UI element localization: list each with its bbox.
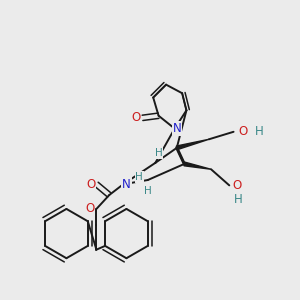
Text: O: O bbox=[86, 178, 96, 191]
Text: O: O bbox=[85, 202, 94, 215]
Text: N: N bbox=[122, 178, 131, 191]
Text: O: O bbox=[131, 111, 141, 124]
Text: H: H bbox=[135, 172, 143, 182]
Polygon shape bbox=[184, 162, 211, 169]
Text: H: H bbox=[255, 125, 264, 138]
Text: H: H bbox=[144, 186, 152, 196]
Text: H: H bbox=[233, 193, 242, 206]
Text: O: O bbox=[238, 125, 248, 138]
Text: O: O bbox=[232, 179, 242, 192]
Text: H: H bbox=[155, 148, 162, 158]
Text: N: N bbox=[172, 122, 181, 135]
Polygon shape bbox=[176, 139, 209, 150]
